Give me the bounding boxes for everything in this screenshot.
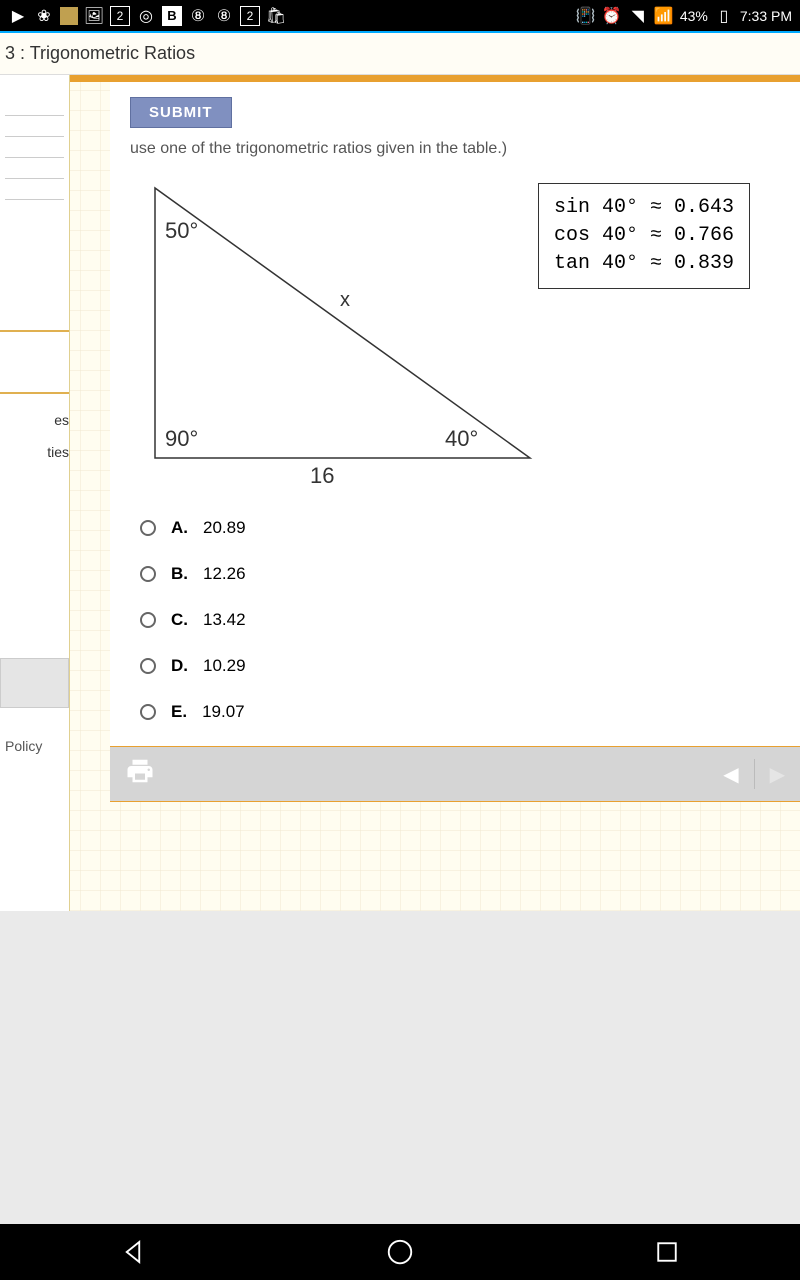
vibrate-icon: 📳 [576,6,596,26]
orange-bar [70,75,800,82]
sidebar-item-es[interactable]: es [0,404,69,436]
instagram-icon: ◎ [136,6,156,26]
battery-pct: 43% [680,8,708,24]
base-label: 16 [310,463,334,488]
answer-option-e[interactable]: E. 19.07 [140,702,780,722]
trig-table: sin 40° ≈ 0.643 cos 40° ≈ 0.766 tan 40° … [538,183,750,289]
calendar-icon: 2 [110,6,130,26]
triangle-svg: 50° 90° 40° x 16 [140,178,540,488]
recent-button[interactable] [652,1237,682,1267]
gray-area [0,911,800,1231]
letter-e: E. [171,702,187,722]
value-a: 20.89 [203,518,246,538]
hypotenuse-label: x [340,289,350,311]
wifi-icon: ◥ [628,6,648,26]
print-icon[interactable] [125,756,155,793]
status-right: 📳 ⏰ ◥ 📶 43% ▯ 7:33 PM [576,6,792,26]
submit-button[interactable]: SUBMIT [130,97,232,128]
radio-a[interactable] [140,520,156,536]
image-icon: 🖼 [84,6,104,26]
letter-d: D. [171,656,188,676]
alarm-icon: ⏰ [602,6,622,26]
app-icon-1: ❀ [34,6,54,26]
answer-option-c[interactable]: C. 13.42 [140,610,780,630]
letter-a: A. [171,518,188,538]
value-c: 13.42 [203,610,246,630]
trig-sin: sin 40° ≈ 0.643 [554,194,734,222]
angle-left: 90° [165,426,198,451]
page-title: 3 : Trigonometric Ratios [0,33,800,75]
value-d: 10.29 [203,656,246,676]
youtube-icon: ▶ [8,6,28,26]
radio-b[interactable] [140,566,156,582]
value-e: 19.07 [202,702,245,722]
sidebar-item-ties[interactable]: ties [0,436,69,468]
status-left-icons: ▶ ❀ 🖼 2 ◎ B ⑧ ⑧ 2 🛍 [8,6,286,26]
signal-icon: 📶 [654,6,674,26]
angle-right: 40° [445,426,478,451]
back-button[interactable] [118,1237,148,1267]
battery-icon: ▯ [714,6,734,26]
answer-option-b[interactable]: B. 12.26 [140,564,780,584]
bottom-bar: ◀ ▶ [110,746,800,802]
prev-arrow-icon[interactable]: ◀ [723,762,738,787]
sidebar: es ties Policy [0,75,70,911]
sidebar-gray-box [0,658,69,708]
letter-b: B. [171,564,188,584]
bag-icon: 🛍 [266,6,286,26]
android-nav-bar [0,1224,800,1280]
next-arrow-icon[interactable]: ▶ [770,762,785,787]
home-button[interactable] [385,1237,415,1267]
radio-d[interactable] [140,658,156,674]
app-icon-2 [60,7,78,25]
answer-options: A. 20.89 B. 12.26 C. 13.42 D. 10.29 [130,518,780,768]
clock-time: 7:33 PM [740,8,792,24]
circle-icon-1: ⑧ [188,6,208,26]
answer-option-d[interactable]: D. 10.29 [140,656,780,676]
circle-icon-2: ⑧ [214,6,234,26]
radio-c[interactable] [140,612,156,628]
news-icon: B [162,6,182,26]
value-b: 12.26 [203,564,246,584]
figure-area: 50° 90° 40° x 16 sin 40° ≈ 0.643 cos 40°… [130,178,780,498]
status-bar: ▶ ❀ 🖼 2 ◎ B ⑧ ⑧ 2 🛍 📳 ⏰ ◥ 📶 43% ▯ 7:33 P… [0,0,800,33]
trig-tan: tan 40° ≈ 0.839 [554,250,734,278]
answer-option-a[interactable]: A. 20.89 [140,518,780,538]
question-hint: use one of the trigonometric ratios give… [130,140,780,158]
trig-cos: cos 40° ≈ 0.766 [554,222,734,250]
sidebar-policy[interactable]: Policy [0,728,69,764]
radio-e[interactable] [140,704,156,720]
angle-top: 50° [165,218,198,243]
letter-c: C. [171,610,188,630]
calendar-icon-2: 2 [240,6,260,26]
